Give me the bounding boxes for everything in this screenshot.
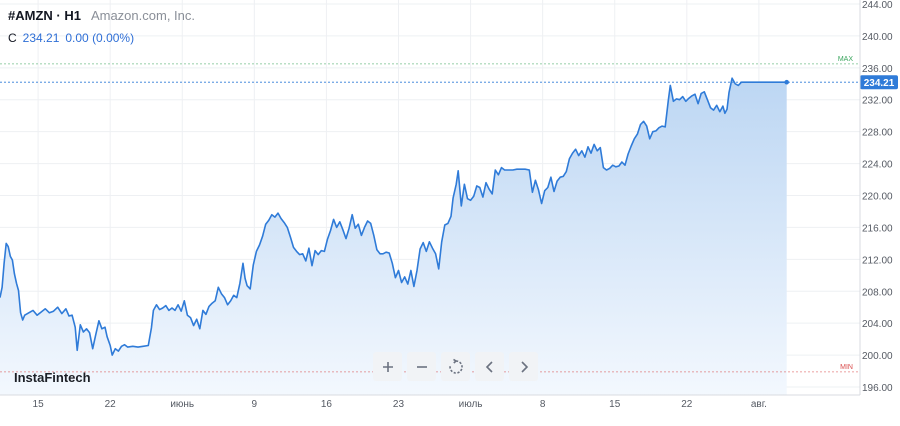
y-tick-label: 240.00 — [862, 32, 893, 43]
y-tick-label: 212.00 — [862, 255, 893, 266]
scroll-left-button[interactable] — [475, 352, 504, 381]
zoom-out-button[interactable] — [407, 352, 436, 381]
chart-header: #AMZN · H1 Amazon.com, Inc. C 234.21 0.0… — [8, 8, 195, 45]
symbol-label[interactable]: #AMZN · H1 — [8, 8, 81, 23]
series-line — [0, 77, 787, 356]
x-tick-label: авг. — [751, 399, 767, 410]
y-tick-label: 196.00 — [862, 383, 893, 394]
y-tick-label: 220.00 — [862, 192, 893, 203]
y-tick-label: 208.00 — [862, 287, 893, 298]
x-tick-label: июль — [459, 399, 483, 410]
x-tick-label: 23 — [393, 399, 405, 410]
minus-icon — [416, 365, 427, 368]
y-tick-label: 244.00 — [862, 0, 893, 11]
x-axis: 15 22 июнь 9 16 23 июль 8 15 22 авг. — [0, 394, 860, 410]
last-price-dot — [784, 79, 789, 85]
y-tick-label: 224.00 — [862, 160, 893, 171]
brand-watermark: InstaFintech — [14, 370, 91, 385]
x-tick-label: 8 — [540, 399, 546, 410]
max-label: MAX — [838, 56, 854, 63]
scroll-right-button[interactable] — [509, 352, 538, 381]
x-tick-label: 9 — [252, 399, 258, 410]
reset-icon — [448, 358, 463, 374]
close-label: C — [8, 31, 17, 45]
company-name: Amazon.com, Inc. — [90, 8, 195, 23]
y-tick-label: 232.00 — [862, 96, 893, 107]
y-tick-label: 228.00 — [862, 128, 893, 139]
y-tick-label: 204.00 — [862, 319, 893, 330]
chart-toolbar — [373, 352, 538, 381]
x-tick-label: 15 — [33, 399, 45, 410]
price-badge — [860, 75, 898, 90]
x-tick-label: 16 — [321, 399, 333, 410]
chevron-left-icon — [485, 360, 493, 373]
plus-icon — [382, 361, 393, 372]
y-tick-label: 236.00 — [862, 64, 893, 75]
chevron-right-icon — [520, 360, 528, 373]
y-tick-label: 200.00 — [862, 351, 893, 362]
y-tick-label: 216.00 — [862, 223, 893, 234]
close-value: 234.21 — [22, 31, 60, 45]
x-tick-label: июнь — [170, 399, 194, 410]
x-tick-label: 15 — [609, 399, 621, 410]
min-label: MIN — [840, 364, 853, 371]
reset-button[interactable] — [441, 352, 470, 381]
x-tick-label: 22 — [105, 399, 117, 410]
series-area — [0, 78, 787, 395]
y-axis: 244.00 240.00 236.00 232.00 228.00 224.00 220.… — [859, 0, 893, 395]
change-value: 0.00 (0.00%) — [65, 31, 135, 45]
zoom-in-button[interactable] — [373, 352, 402, 381]
price-badge-label: 234.21 — [864, 78, 895, 89]
x-tick-label: 22 — [681, 399, 693, 410]
